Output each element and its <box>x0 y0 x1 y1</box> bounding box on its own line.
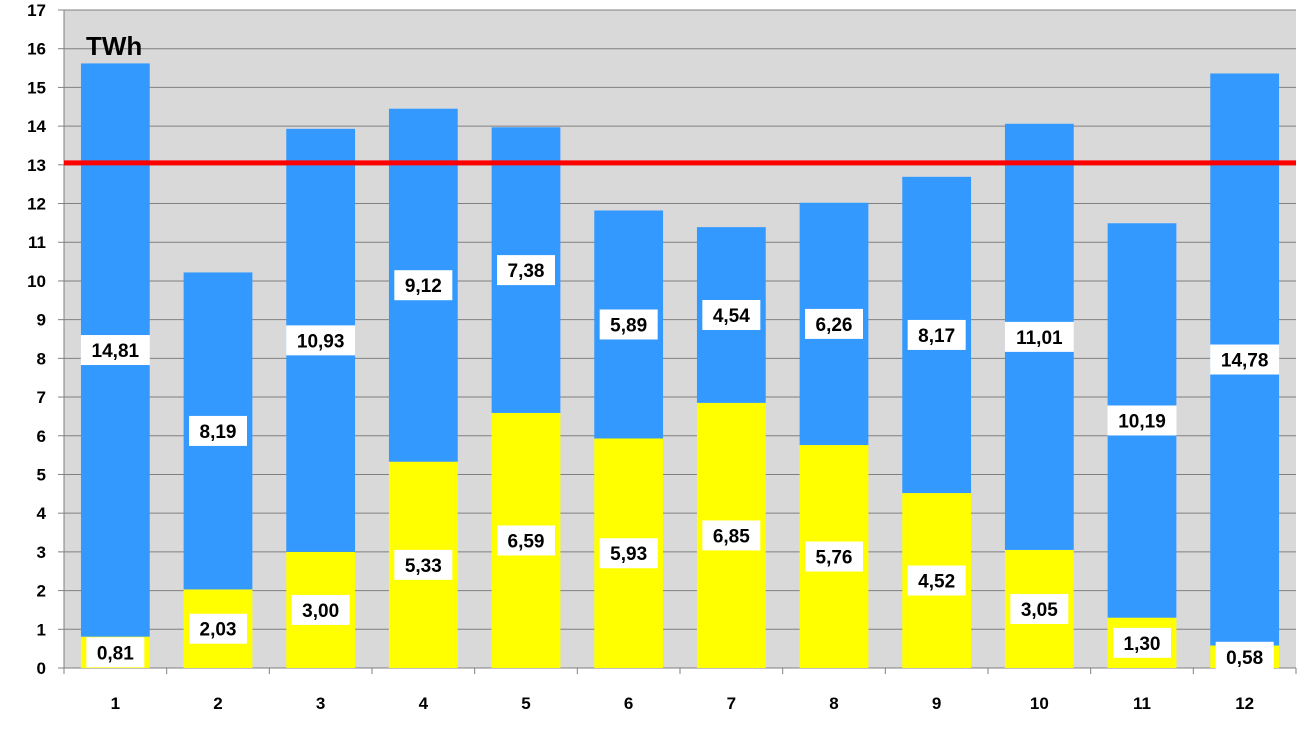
unit-label: TWh <box>86 31 142 61</box>
data-label-box <box>1004 321 1074 352</box>
data-label: 10,93 <box>297 331 345 352</box>
x-tick-label: 3 <box>316 694 325 713</box>
y-tick-label: 3 <box>37 543 46 562</box>
data-label: 6,26 <box>816 315 853 336</box>
y-tick-label: 15 <box>27 78 46 97</box>
data-label: 1,30 <box>1124 634 1161 655</box>
y-tick-label: 8 <box>37 349 46 368</box>
y-tick-label: 12 <box>27 195 46 214</box>
x-tick-label: 2 <box>213 694 222 713</box>
y-tick-label: 11 <box>28 233 46 252</box>
y-tick-label: 13 <box>27 156 46 175</box>
y-tick-label: 17 <box>27 1 46 20</box>
data-label: 0,81 <box>97 643 134 664</box>
data-label: 8,17 <box>918 326 955 347</box>
x-tick-label: 8 <box>829 694 838 713</box>
y-tick-label: 2 <box>37 582 46 601</box>
data-label: 5,76 <box>816 548 853 569</box>
y-tick-label: 5 <box>37 465 46 484</box>
y-tick-label: 14 <box>27 117 46 136</box>
x-tick-label: 7 <box>727 694 736 713</box>
y-tick-label: 16 <box>27 40 46 59</box>
y-tick-label: 10 <box>27 272 46 291</box>
x-tick-label: 12 <box>1235 694 1254 713</box>
data-label: 3,05 <box>1021 600 1058 621</box>
data-label-box <box>86 637 145 668</box>
y-tick-label: 1 <box>37 620 46 639</box>
data-label-box <box>1010 593 1069 624</box>
data-label: 7,38 <box>508 261 545 282</box>
x-tick-label: 9 <box>932 694 941 713</box>
data-label-box <box>189 613 247 644</box>
x-tick-label: 1 <box>111 694 120 713</box>
data-label-box <box>907 565 966 596</box>
x-tick-label: 4 <box>419 694 429 713</box>
data-label-box <box>497 525 555 556</box>
y-tick-label: 6 <box>37 427 46 446</box>
data-label-box <box>907 319 966 350</box>
data-label: 5,33 <box>405 556 442 577</box>
data-label: 6,85 <box>713 526 750 547</box>
x-tick-label: 10 <box>1030 694 1049 713</box>
data-label-box <box>286 325 356 356</box>
y-tick-label: 0 <box>37 659 46 678</box>
x-tick-label: 5 <box>521 694 530 713</box>
data-label: 2,03 <box>200 620 237 641</box>
y-tick-label: 9 <box>37 311 46 330</box>
data-label-box <box>394 549 453 580</box>
x-tick-label: 11 <box>1133 694 1151 713</box>
data-label: 10,19 <box>1118 411 1166 432</box>
data-label: 14,78 <box>1221 351 1269 372</box>
data-label-box <box>1113 627 1171 658</box>
data-label: 6,59 <box>508 531 545 552</box>
data-label-box <box>80 335 150 366</box>
data-label-box <box>497 255 555 286</box>
data-label: 0,58 <box>1226 648 1263 669</box>
data-label-box <box>1107 405 1177 436</box>
data-label-box <box>1215 641 1274 672</box>
data-label-box <box>702 300 761 331</box>
data-label: 3,00 <box>302 601 339 622</box>
data-label: 5,93 <box>610 544 647 565</box>
data-label: 9,12 <box>405 276 442 297</box>
data-label-box <box>702 520 761 551</box>
plot-area <box>64 10 1296 668</box>
data-label-box <box>805 308 863 339</box>
data-label: 5,89 <box>610 315 647 336</box>
x-tick-label: 6 <box>624 694 633 713</box>
data-label-box <box>805 541 863 572</box>
data-label-box <box>189 415 247 446</box>
data-labels: 0,81 14,81 2,03 8,19 3,00 10,93 5,33 9,12 6,59 7,… <box>80 255 1280 672</box>
data-label-box <box>1210 344 1280 375</box>
data-label: 4,54 <box>713 306 750 327</box>
data-label: 14,81 <box>92 341 140 362</box>
data-label: 11,01 <box>1016 328 1063 349</box>
data-label-box <box>291 594 350 625</box>
data-label-box <box>599 309 658 340</box>
data-label: 8,19 <box>200 422 237 443</box>
data-label-box <box>394 270 453 301</box>
data-label: 4,52 <box>918 572 955 593</box>
data-label-box <box>599 538 658 569</box>
y-tick-label: 7 <box>37 388 46 407</box>
y-tick-label: 4 <box>37 504 47 523</box>
